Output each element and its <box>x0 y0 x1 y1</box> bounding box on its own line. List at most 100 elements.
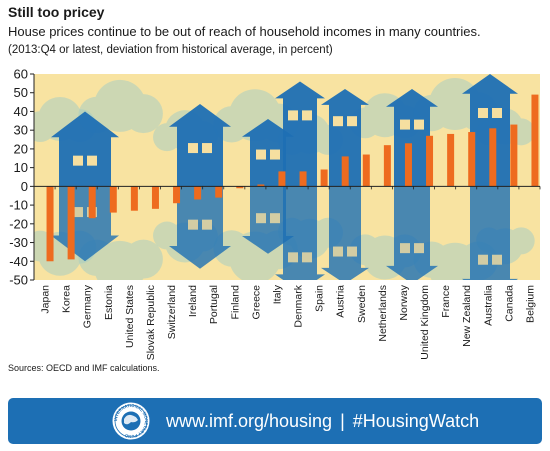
house-decoration <box>275 81 325 187</box>
window-decoration <box>333 116 343 127</box>
y-tick-label: -30 <box>9 235 28 250</box>
window-reflection <box>202 219 212 230</box>
window-decoration <box>202 143 212 154</box>
house-reflection <box>321 186 369 280</box>
bar <box>299 171 307 187</box>
banner-hashtag[interactable]: #HousingWatch <box>352 411 480 431</box>
bar <box>88 186 96 219</box>
x-tick-label: Belgium <box>524 285 536 323</box>
x-tick-label: Slovak Republic <box>145 285 157 360</box>
window-decoration <box>188 143 198 154</box>
sources-note: Sources: OECD and IMF calculations. <box>8 363 160 373</box>
house-decoration <box>321 88 369 187</box>
y-axis: -50 -40 -30 -20 -10 0 10 20 30 40 50 60 <box>9 67 541 288</box>
x-tick-label: Portugal <box>208 285 220 324</box>
bar <box>320 169 328 187</box>
x-tick-label: Finland <box>229 285 241 320</box>
bar <box>46 186 54 262</box>
x-tick-label: Netherlands <box>377 285 389 342</box>
window-decoration <box>256 149 266 160</box>
bar <box>278 171 286 187</box>
bar <box>383 145 391 187</box>
bar <box>109 186 117 213</box>
y-tick-label: -10 <box>9 198 28 213</box>
window-reflection <box>414 243 424 254</box>
house-decoration <box>242 118 294 187</box>
bar-chart: -50 -40 -30 -20 -10 0 10 20 30 40 50 60 Japan Korea G… <box>9 67 541 360</box>
window-reflection <box>333 246 343 257</box>
x-tick-label: New Zealand <box>461 285 473 347</box>
x-tick-label: Ireland <box>187 285 199 317</box>
x-tick-label: Greece <box>250 285 262 320</box>
window-reflection <box>347 246 357 257</box>
chart-subtitle: House prices continue to be out of reach… <box>8 24 481 39</box>
x-tick-label: Denmark <box>293 284 305 327</box>
window-decoration <box>492 108 502 118</box>
window-decoration <box>414 119 424 130</box>
x-tick-label: Austria <box>335 285 347 318</box>
house-decoration <box>51 111 119 187</box>
y-tick-label: 0 <box>21 179 28 194</box>
bar <box>404 143 412 187</box>
bar <box>468 132 476 187</box>
x-tick-label: Canada <box>503 285 515 322</box>
y-tick-label: 30 <box>14 123 28 138</box>
x-tick-label: Japan <box>40 285 52 314</box>
bar <box>489 128 497 187</box>
x-tick-label: United Kingdom <box>419 285 431 360</box>
x-axis-labels: Japan Korea Germany Estonia United States Slo… <box>40 284 537 360</box>
house-reflection <box>275 186 325 280</box>
x-tick-label: France <box>440 285 452 318</box>
house-decoration <box>386 88 438 187</box>
house-reflection <box>169 186 231 269</box>
x-tick-label: Sweden <box>356 285 368 323</box>
cloud-decoration <box>78 79 163 134</box>
window-decoration <box>73 155 83 166</box>
window-reflection <box>478 254 488 265</box>
window-reflection <box>302 252 312 263</box>
house-reflection <box>386 186 438 280</box>
x-tick-label: Spain <box>314 285 326 312</box>
banner-url-link[interactable]: www.imf.org/housing <box>166 411 333 431</box>
house-decoration <box>169 103 231 187</box>
bar <box>257 184 265 187</box>
bar <box>130 186 138 211</box>
window-reflection <box>256 213 266 224</box>
window-reflection <box>270 213 280 224</box>
window-decoration <box>270 149 280 160</box>
bar <box>151 186 159 209</box>
y-tick-label: 40 <box>14 104 28 119</box>
x-tick-label: Norway <box>398 284 410 320</box>
x-tick-label: Germany <box>82 284 94 328</box>
window-decoration <box>478 108 488 118</box>
bar <box>531 94 539 187</box>
bar <box>426 135 434 187</box>
window-decoration <box>302 110 312 121</box>
house-reflection <box>462 186 518 280</box>
window-reflection <box>400 243 410 254</box>
window-reflection <box>73 207 83 218</box>
y-tick-label: 50 <box>14 85 28 100</box>
bar <box>362 154 370 187</box>
x-tick-label: United States <box>124 285 136 348</box>
y-tick-label: 20 <box>14 141 28 156</box>
window-reflection <box>492 254 502 265</box>
window-decoration <box>288 110 298 121</box>
imf-seal-icon: INTERNATIONAL MONETARY FUND <box>112 402 150 440</box>
bar <box>215 186 223 198</box>
bar <box>236 186 244 189</box>
x-tick-label: Italy <box>271 284 283 304</box>
window-reflection <box>188 219 198 230</box>
window-decoration <box>87 155 97 166</box>
x-tick-label: Switzerland <box>166 285 178 339</box>
bar <box>447 133 455 187</box>
chart-title: Still too pricey <box>8 4 105 20</box>
bar <box>67 186 75 260</box>
banner-text: www.imf.org/housing | #HousingWatch <box>166 398 479 444</box>
window-reflection <box>288 252 298 263</box>
chart-note: (2013:Q4 or latest, deviation from histo… <box>8 44 333 56</box>
x-tick-label: Korea <box>61 285 73 313</box>
x-tick-label: Australia <box>482 285 494 326</box>
bar <box>510 124 518 187</box>
footer-banner: INTERNATIONAL MONETARY FUND www.imf.org/… <box>8 398 542 444</box>
